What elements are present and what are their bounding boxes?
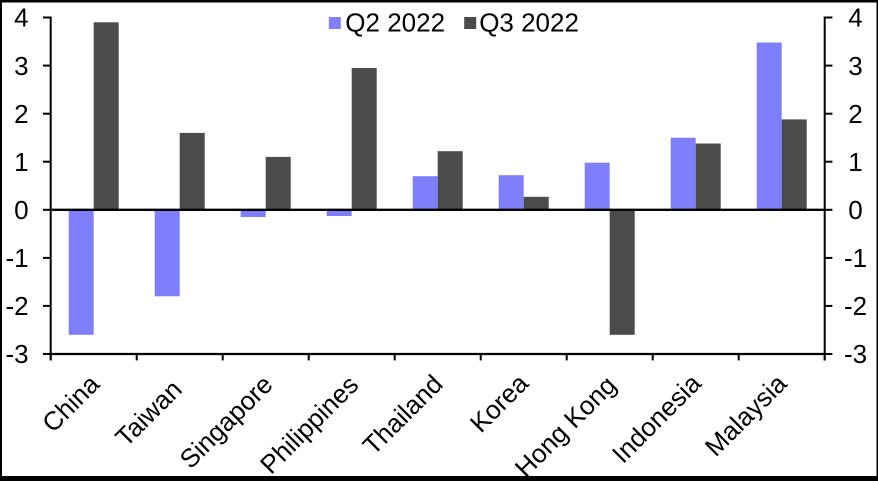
svg-text:2: 2: [14, 99, 28, 129]
svg-text:-1: -1: [5, 243, 28, 273]
svg-text:0: 0: [848, 195, 862, 225]
svg-text:Q3 2022: Q3 2022: [479, 8, 579, 38]
svg-text:-1: -1: [844, 243, 867, 273]
svg-text:1: 1: [14, 147, 28, 177]
svg-text:3: 3: [14, 51, 28, 81]
svg-text:-2: -2: [844, 291, 867, 321]
svg-text:4: 4: [14, 3, 28, 33]
svg-text:2: 2: [848, 99, 862, 129]
svg-text:-3: -3: [844, 339, 867, 369]
svg-text:-3: -3: [5, 339, 28, 369]
svg-text:3: 3: [848, 51, 862, 81]
svg-text:1: 1: [848, 147, 862, 177]
svg-text:-2: -2: [5, 291, 28, 321]
svg-text:0: 0: [14, 195, 28, 225]
svg-text:4: 4: [848, 3, 862, 33]
svg-text:Q2 2022: Q2 2022: [345, 8, 445, 38]
